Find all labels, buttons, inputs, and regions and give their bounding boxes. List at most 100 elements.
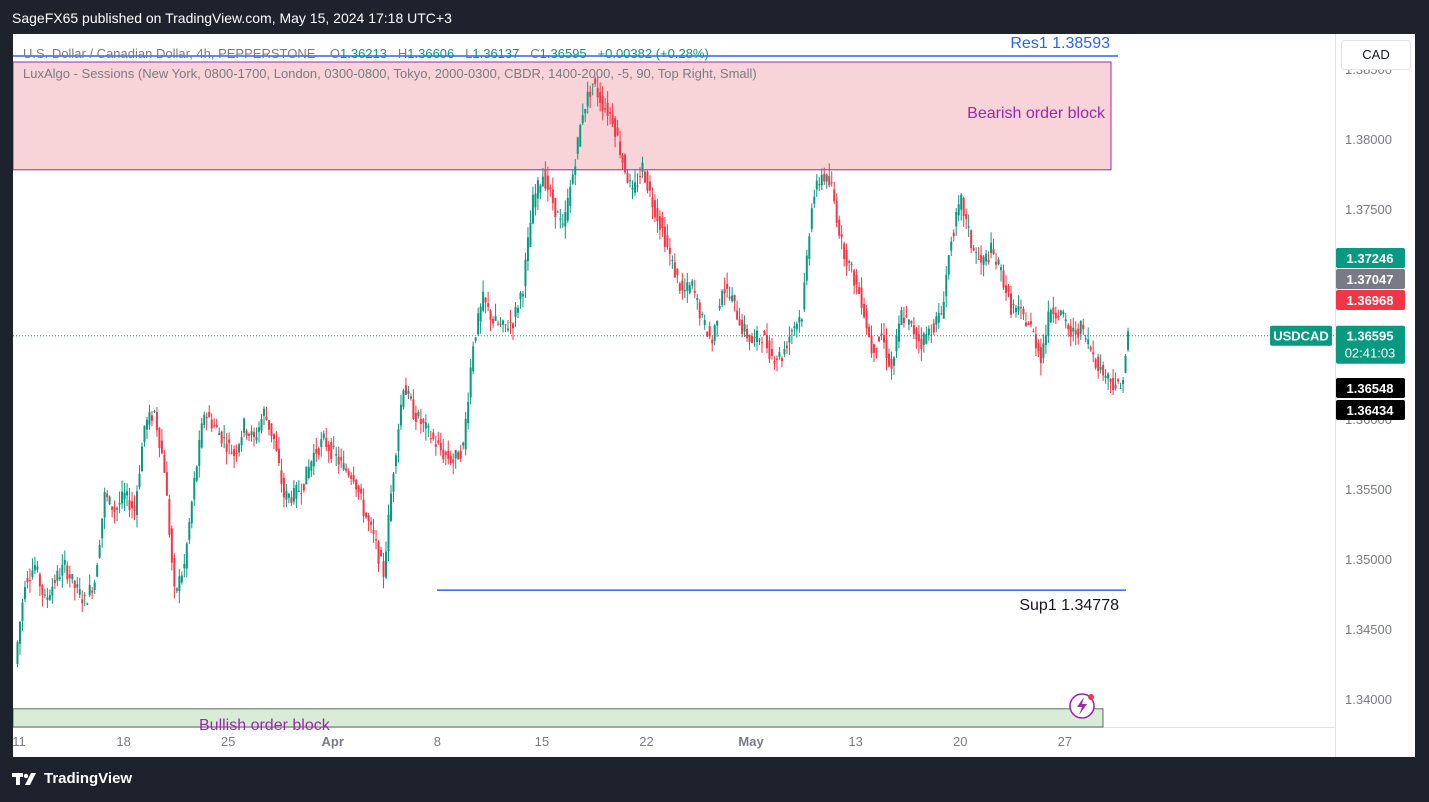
candle-body [561, 223, 564, 225]
candle-body [31, 570, 34, 578]
candle-body [865, 310, 868, 329]
candle-body [1052, 307, 1055, 315]
candle-body [190, 501, 193, 524]
resistance-label: Res1 1.38593 [1010, 35, 1110, 52]
candle-body [53, 580, 56, 583]
chart-panel[interactable]: Bearish order block Bullish order block Re… [13, 34, 1415, 757]
candle-body [678, 283, 681, 291]
candle-body [763, 330, 766, 336]
candle-body [126, 491, 129, 496]
candle-body [81, 599, 84, 604]
candle-body [619, 141, 622, 155]
candle-body [457, 452, 460, 460]
candle-body [614, 118, 617, 137]
candle-body [917, 334, 920, 342]
candle-body [845, 250, 848, 266]
candle-body [412, 399, 415, 420]
candle-body [188, 522, 191, 540]
candle-body [765, 334, 768, 349]
x-tick-label: 20 [953, 734, 967, 749]
candle-body [258, 427, 261, 432]
candle-body [175, 588, 178, 591]
candle-body [427, 425, 430, 428]
candle-body [581, 115, 584, 124]
candle-body [1077, 328, 1080, 338]
symbol-badge-text: USDCAD [1273, 329, 1329, 344]
candle-body [863, 303, 866, 318]
candle-body [741, 320, 744, 334]
scale-price-tag [1336, 269, 1405, 289]
candle-body [1114, 384, 1117, 389]
candle-body [1049, 310, 1052, 323]
candle-body [63, 559, 66, 565]
candle-body [245, 430, 248, 436]
candle-body [519, 292, 522, 300]
scale-price-tag [1336, 400, 1405, 420]
candle-body [736, 310, 739, 320]
candle-body [305, 466, 308, 485]
candle-body [449, 456, 452, 464]
candle-body [210, 419, 213, 429]
candle-body [716, 321, 719, 326]
candlestick-chart[interactable]: Bearish order block Bullish order block Re… [13, 34, 1415, 757]
y-tick-label: 1.35500 [1345, 482, 1392, 497]
candle-body [21, 602, 24, 621]
candle-body [385, 551, 388, 578]
candle-body [955, 211, 958, 227]
candle-body [995, 261, 998, 265]
candle-body [751, 336, 754, 344]
candle-body [937, 313, 940, 323]
candle-body [576, 137, 579, 154]
candle-body [770, 348, 773, 356]
candle-body [823, 173, 826, 182]
tradingview-logo[interactable]: TradingView [12, 770, 132, 787]
scale-price-tag [1336, 290, 1405, 310]
candle-body [551, 189, 554, 204]
candle-body [434, 444, 437, 447]
bullish-order-block [13, 708, 1104, 728]
candle-body [696, 297, 699, 301]
candle-body [223, 437, 226, 439]
candle-body [467, 402, 470, 424]
candle-body [282, 477, 285, 498]
candle-body [596, 88, 599, 98]
candle-body [795, 323, 798, 330]
candle-body [370, 521, 373, 525]
symbol-line: U.S. Dollar / Canadian Dollar, 4h, PEPPE… [23, 44, 757, 64]
candle-body [790, 330, 793, 332]
candle-body [477, 313, 480, 335]
candle-body [1024, 322, 1027, 327]
candle-body [454, 450, 457, 459]
candle-body [606, 102, 609, 117]
candle-body [1029, 321, 1032, 325]
candle-body [1017, 306, 1020, 311]
candle-body [71, 574, 74, 580]
candle-body [897, 323, 900, 342]
candle-body [885, 340, 888, 359]
candle-body [1047, 311, 1050, 337]
currency-button[interactable]: CAD [1341, 40, 1411, 70]
candle-body [920, 338, 923, 350]
x-tick-label: 15 [535, 734, 549, 749]
candle-body [399, 404, 402, 426]
candle-body [589, 91, 592, 97]
candle-body [267, 420, 270, 430]
candle-body [711, 339, 714, 344]
candle-body [128, 500, 131, 511]
candle-body [38, 574, 41, 587]
scale-price-tag [1336, 378, 1405, 398]
candle-body [437, 440, 440, 444]
candle-body [815, 180, 818, 190]
candle-body [392, 473, 395, 492]
candle-body [33, 565, 36, 571]
candle-body [947, 255, 950, 275]
candle-body [661, 217, 664, 229]
candle-body [731, 295, 734, 302]
candle-body [1109, 378, 1112, 382]
candle-body [743, 324, 746, 332]
candle-body [529, 222, 532, 248]
candle-body [1092, 352, 1095, 355]
candle-body [1112, 377, 1115, 391]
notification-dot [1088, 694, 1094, 700]
candle-body [23, 587, 26, 600]
